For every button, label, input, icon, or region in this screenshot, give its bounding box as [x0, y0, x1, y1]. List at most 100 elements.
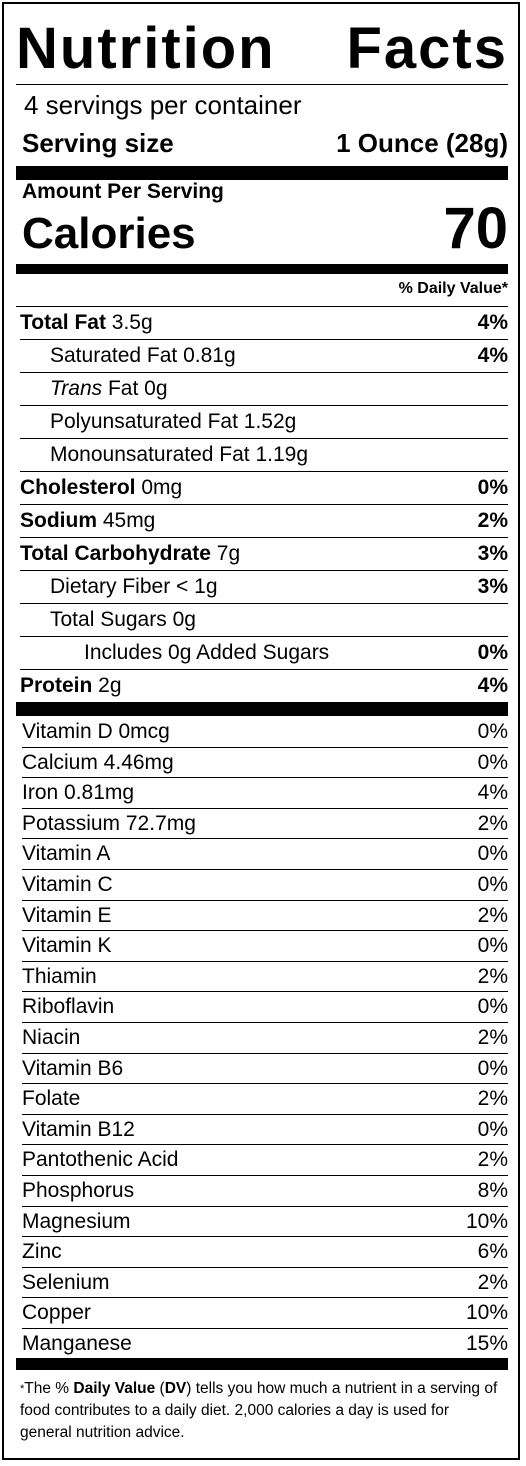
thick-divider-top	[16, 166, 508, 180]
vitamin-row: Copper 10%	[22, 1297, 508, 1328]
servings-per-container: 4 servings per container	[24, 90, 302, 120]
vitamin-name: Manganese	[22, 1332, 132, 1355]
nutrient-amount: 2g	[92, 674, 122, 697]
vitamin-row: Vitamin D 0mcg 0%	[22, 716, 508, 747]
vitamin-row: Vitamin E 2%	[22, 899, 508, 931]
title-word-2: Facts	[346, 16, 508, 81]
serving-size-row: Serving size 1 Ounce (28g)	[22, 128, 508, 159]
nutrient-label: Total Fat 3.5g	[20, 311, 153, 335]
vitamin-daily-value: 2%	[477, 1270, 508, 1294]
nutrient-daily-value: 2%	[477, 509, 508, 532]
nutrient-amount: 45mg	[97, 509, 156, 532]
vitamin-daily-value: 2%	[477, 1087, 508, 1111]
vitamin-daily-value: 0%	[477, 934, 508, 958]
nutrient-name: Total Fat	[20, 310, 106, 334]
nutrient-amount: 1.52g	[237, 410, 297, 433]
vitamin-name: Selenium	[22, 1270, 110, 1294]
footnote-part-1: The %	[24, 1380, 74, 1397]
calories-label: Calories	[22, 209, 196, 258]
thick-divider-bottom	[16, 1358, 508, 1370]
vitamin-row: Vitamin B6 0%	[22, 1052, 508, 1084]
nutrient-label: Total Sugars 0g	[20, 608, 196, 632]
nutrient-label: Includes 0g Added Sugars	[20, 641, 329, 665]
vitamin-name: Folate	[22, 1087, 81, 1111]
serving-size-value: 1 Ounce (28g)	[336, 128, 508, 158]
nutrient-amount: < 1g	[170, 575, 218, 598]
nutrient-row: Monounsaturated Fat 1.19g	[20, 438, 508, 471]
vitamin-row: Niacin 2%	[22, 1022, 508, 1053]
nutrient-name: Total Sugars	[50, 608, 167, 631]
nutrient-top-divider	[16, 306, 508, 307]
vitamin-name: Phosphorus	[22, 1179, 135, 1202]
vitamin-daily-value: 2%	[477, 811, 508, 835]
nutrient-label: Polyunsaturated Fat 1.52g	[20, 410, 296, 434]
nutrient-name: Polyunsaturated Fat	[50, 410, 238, 433]
vitamin-daily-value: 0%	[477, 1117, 508, 1141]
vitamin-name: Vitamin B12	[22, 1117, 135, 1141]
vitamin-row: Vitamin B12 0%	[22, 1113, 508, 1145]
vitamin-row: Zinc 6%	[22, 1236, 508, 1267]
label-inner: Nutrition Facts 4 servings per container…	[16, 4, 508, 1458]
nutrient-name: Monounsaturated Fat	[50, 443, 250, 466]
nutrient-amount: 0g	[166, 608, 196, 631]
vitamin-row: Selenium 2%	[22, 1266, 508, 1298]
nutrient-row: Includes 0g Added Sugars 0%	[20, 636, 508, 669]
nutrient-name: Trans	[50, 377, 103, 400]
nutrient-daily-value: 3%	[477, 575, 508, 598]
vitamin-daily-value: 4%	[477, 781, 508, 805]
vitamin-name: Vitamin A	[22, 842, 111, 866]
vitamin-name: Potassium 72.7mg	[22, 811, 196, 835]
vitamin-daily-value: 2%	[477, 1026, 508, 1049]
thick-divider-calories	[16, 264, 508, 274]
nutrient-daily-value: 4%	[477, 344, 508, 367]
vitamin-daily-value: 8%	[477, 1179, 508, 1202]
vitamin-row: Calcium 4.46mg 0%	[22, 746, 508, 778]
nutrient-row: Sodium 45mg 2%	[20, 504, 508, 537]
vitamin-row: Riboflavin 0%	[22, 991, 508, 1022]
vitamin-name: Vitamin E	[22, 903, 112, 927]
title-word-1: Nutrition	[16, 16, 276, 81]
nutrient-row: Total Carbohydrate 7g 3%	[20, 537, 508, 570]
footnote: *The % Daily Value (DV) tells you how mu…	[20, 1378, 502, 1444]
vitamin-row: Magnesium 10%	[22, 1205, 508, 1237]
nutrient-daily-value: 4%	[477, 674, 508, 697]
thick-divider-nutrients	[16, 702, 508, 716]
vitamin-name: Vitamin K	[22, 934, 112, 958]
nutrient-row: Total Fat 3.5g 4%	[20, 306, 508, 339]
nutrient-name: Includes 0g Added Sugars	[84, 641, 330, 664]
nutrient-amount: 3.5g	[105, 310, 153, 334]
vitamin-row: Vitamin K 0%	[22, 930, 508, 961]
nutrient-row: Polyunsaturated Fat 1.52g	[20, 405, 508, 438]
nutrient-amount: 1.19g	[249, 443, 309, 466]
nutrient-name: Cholesterol	[20, 476, 136, 499]
nutrient-label: Monounsaturated Fat 1.19g	[20, 443, 308, 467]
vitamin-daily-value: 0%	[477, 1056, 508, 1080]
label-title: Nutrition Facts	[16, 14, 508, 84]
nutrient-label: Protein 2g	[20, 674, 122, 698]
vitamin-name: Zinc	[22, 1240, 62, 1264]
footnote-daily-value: Daily Value	[73, 1380, 156, 1397]
nutrient-name: Saturated Fat	[50, 344, 178, 367]
vitamin-name: Vitamin D 0mcg	[22, 719, 170, 743]
vitamin-daily-value: 0%	[477, 873, 508, 896]
title-divider	[16, 84, 508, 85]
nutrient-label: Total Carbohydrate 7g	[20, 542, 240, 566]
nutrient-label: Dietary Fiber < 1g	[20, 575, 218, 599]
nutrient-daily-value: 0%	[477, 641, 508, 664]
nutrient-label: Sodium 45mg	[20, 509, 155, 533]
footnote-star: *	[20, 1383, 25, 1395]
nutrient-name: Total Carbohydrate	[20, 542, 211, 565]
vitamin-daily-value: 10%	[465, 1301, 508, 1325]
vitamin-row: Manganese 15%	[22, 1328, 508, 1359]
vitamin-name: Calcium 4.46mg	[22, 750, 174, 774]
vitamin-daily-value: 10%	[465, 1209, 508, 1233]
vitamin-name: Magnesium	[22, 1209, 131, 1233]
vitamin-name: Thiamin	[22, 964, 97, 988]
nutrient-row: Protein 2g 4%	[20, 669, 508, 702]
nutrient-label: Trans Fat 0g	[20, 377, 168, 401]
nutrient-amount: Fat 0g	[102, 377, 168, 400]
vitamin-name: Copper	[22, 1301, 91, 1325]
nutrient-label: Saturated Fat 0.81g	[20, 344, 236, 368]
vitamin-row: Folate 2%	[22, 1083, 508, 1114]
nutrient-row: Dietary Fiber < 1g 3%	[20, 570, 508, 603]
